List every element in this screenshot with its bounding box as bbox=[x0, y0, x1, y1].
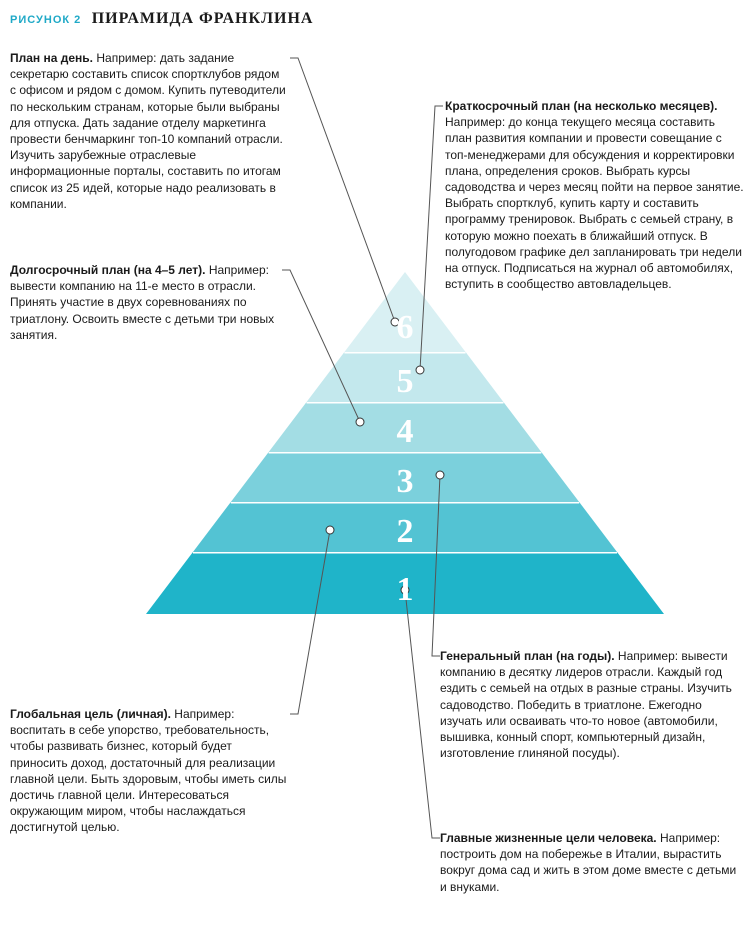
dot-global-goal bbox=[326, 526, 334, 534]
annotation-general-plan: Генеральный план (на годы). Например: вы… bbox=[440, 648, 740, 761]
annotation-title-general-plan: Генеральный план (на годы). bbox=[440, 649, 615, 663]
annotation-title-short-term: Краткосрочный план (на несколько месяцев… bbox=[445, 99, 717, 113]
pyramid-number-6: 6 bbox=[397, 309, 414, 346]
annotation-plan-day: План на день. Например: дать задание сек… bbox=[10, 50, 288, 212]
dot-short-term bbox=[416, 366, 424, 374]
connector-life-goals bbox=[405, 590, 440, 838]
annotation-body-short-term: Например: до конца текущего месяца соста… bbox=[445, 115, 744, 291]
connector-plan-day bbox=[290, 58, 395, 322]
pyramid-number-5: 5 bbox=[397, 363, 414, 400]
pyramid-number-2: 2 bbox=[397, 513, 414, 550]
annotation-long-term: Долгосрочный план (на 4–5 лет). Например… bbox=[10, 262, 280, 343]
annotation-title-long-term: Долгосрочный план (на 4–5 лет). bbox=[10, 263, 206, 277]
dot-general-plan bbox=[436, 471, 444, 479]
annotation-body-plan-day: Например: дать задание секретарю состави… bbox=[10, 51, 286, 211]
annotation-title-global-goal: Глобальная цель (личная). bbox=[10, 707, 171, 721]
pyramid-number-3: 3 bbox=[397, 463, 414, 500]
annotation-life-goals: Главные жизненные цели человека. Наприме… bbox=[440, 830, 740, 895]
annotation-title-plan-day: План на день. bbox=[10, 51, 93, 65]
annotation-short-term: Краткосрочный план (на несколько месяцев… bbox=[445, 98, 745, 292]
annotation-global-goal: Глобальная цель (личная). Например: восп… bbox=[10, 706, 288, 836]
annotation-body-general-plan: Например: вывести компанию в десятку лид… bbox=[440, 649, 732, 760]
annotation-body-global-goal: Например: воспитать в себе упорство, тре… bbox=[10, 707, 286, 834]
annotation-title-life-goals: Главные жизненные цели человека. bbox=[440, 831, 657, 845]
dot-long-term bbox=[356, 418, 364, 426]
pyramid-number-1: 1 bbox=[397, 571, 414, 608]
pyramid-number-4: 4 bbox=[397, 413, 414, 450]
